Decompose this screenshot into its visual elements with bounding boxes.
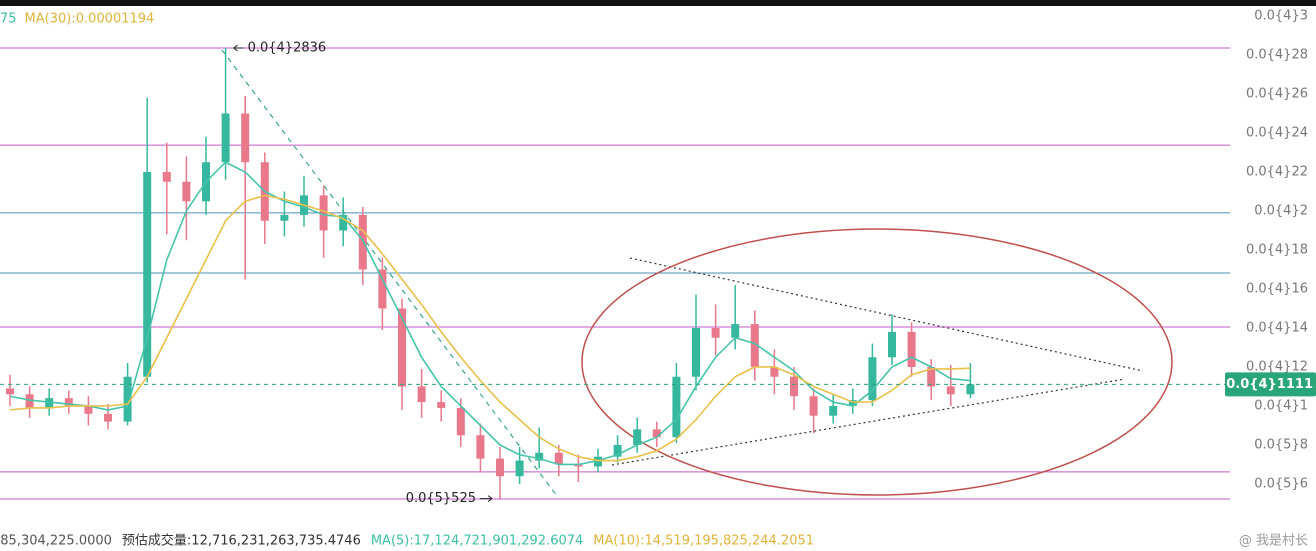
y-tick-label: 0.0{5}6	[1254, 476, 1308, 491]
candle-body	[711, 327, 720, 338]
candle-body	[692, 327, 700, 377]
candle-body	[358, 214, 367, 270]
y-tick-label: 0.0{4}16	[1246, 281, 1308, 296]
candle-body	[104, 413, 112, 422]
candle-body	[594, 456, 602, 467]
candle-body	[339, 214, 348, 231]
candle-body	[123, 376, 132, 422]
triangle-upper	[629, 257, 1144, 372]
candle-body	[45, 398, 54, 408]
candle-body	[770, 366, 779, 377]
candle-body	[182, 181, 191, 202]
candle-body	[25, 394, 34, 408]
ma-line	[9, 161, 971, 466]
legend-entry: 75	[0, 12, 17, 27]
candle-body	[750, 324, 759, 367]
candle-body	[221, 113, 230, 163]
candle-body	[907, 331, 916, 367]
candle-body	[829, 405, 838, 416]
low-label: 0.0{5}525	[406, 491, 476, 506]
candle-body	[437, 402, 446, 408]
top-bar	[0, 0, 1316, 6]
y-tick-label: 0.0{4}22	[1246, 164, 1308, 179]
ma-line	[9, 194, 971, 462]
y-tick-label: 0.0{4}12	[1246, 359, 1308, 374]
candle-body	[613, 444, 622, 457]
highlight-ellipse	[581, 228, 1173, 496]
candle-body	[554, 452, 563, 465]
candle-body	[790, 376, 798, 397]
y-tick-label: 0.0{5}8	[1254, 437, 1308, 452]
y-tick-label: 0.0{4}18	[1246, 242, 1308, 257]
y-tick-label: 0.0{4}26	[1246, 86, 1308, 101]
candle-body	[417, 386, 426, 403]
candle-body	[456, 407, 465, 436]
candle-body	[672, 376, 681, 438]
candle-body	[84, 405, 93, 414]
watermark: @ 我是村长	[1239, 534, 1308, 549]
candle-body	[378, 269, 387, 309]
candle-body	[241, 113, 250, 163]
y-tick-label: 0.0{4}3	[1254, 8, 1308, 23]
candle-body	[496, 458, 504, 477]
levels	[0, 47, 1230, 500]
candle-body	[398, 308, 406, 387]
candle-body	[574, 464, 583, 467]
candle-body	[515, 460, 524, 477]
high-label: 0.0{4}2836	[248, 40, 327, 55]
candle-body	[966, 384, 975, 395]
candle-body	[652, 429, 661, 438]
candle-body	[868, 357, 877, 401]
candle-body	[946, 386, 955, 395]
candle-body	[64, 398, 73, 406]
footer-entry: MA(5):17,124,721,901,292.6074	[371, 534, 583, 549]
candle-body	[280, 214, 289, 221]
candle-body	[319, 195, 328, 231]
footer-entry: 预估成交量:12,716,231,263,735.4746	[122, 533, 361, 549]
candle-body	[476, 435, 485, 459]
footer-entry: MA(10):14,519,195,825,244.2051	[593, 534, 814, 549]
last-price-label: 0.0{4}1111	[1226, 377, 1313, 392]
y-tick-label: 0.0{4}28	[1246, 47, 1308, 62]
candle-body	[143, 171, 152, 377]
candle-body	[633, 429, 642, 445]
footer-entry: 385,304,225.0000	[0, 534, 112, 549]
y-tick-label: 0.0{4}14	[1246, 320, 1308, 335]
candle-body	[848, 400, 857, 406]
candle-body	[6, 388, 14, 395]
last-price-tag	[1225, 372, 1316, 397]
triangle-lower	[611, 378, 1126, 466]
legend-entry: MA(30):0.00001194	[25, 12, 155, 27]
y-tick-label: 0.0{4}1	[1254, 398, 1308, 413]
candle-body	[888, 331, 896, 358]
candle-body	[535, 452, 544, 461]
candle-body	[731, 324, 740, 338]
y-tick-label: 0.0{4}2	[1254, 203, 1308, 218]
high-arrow	[233, 44, 244, 52]
candle-body	[809, 396, 818, 416]
y-tick-label: 0.0{4}24	[1246, 125, 1308, 140]
trend-line	[221, 49, 558, 497]
candle-body	[927, 366, 936, 387]
low-arrow	[480, 495, 493, 503]
candle-body	[162, 171, 171, 182]
